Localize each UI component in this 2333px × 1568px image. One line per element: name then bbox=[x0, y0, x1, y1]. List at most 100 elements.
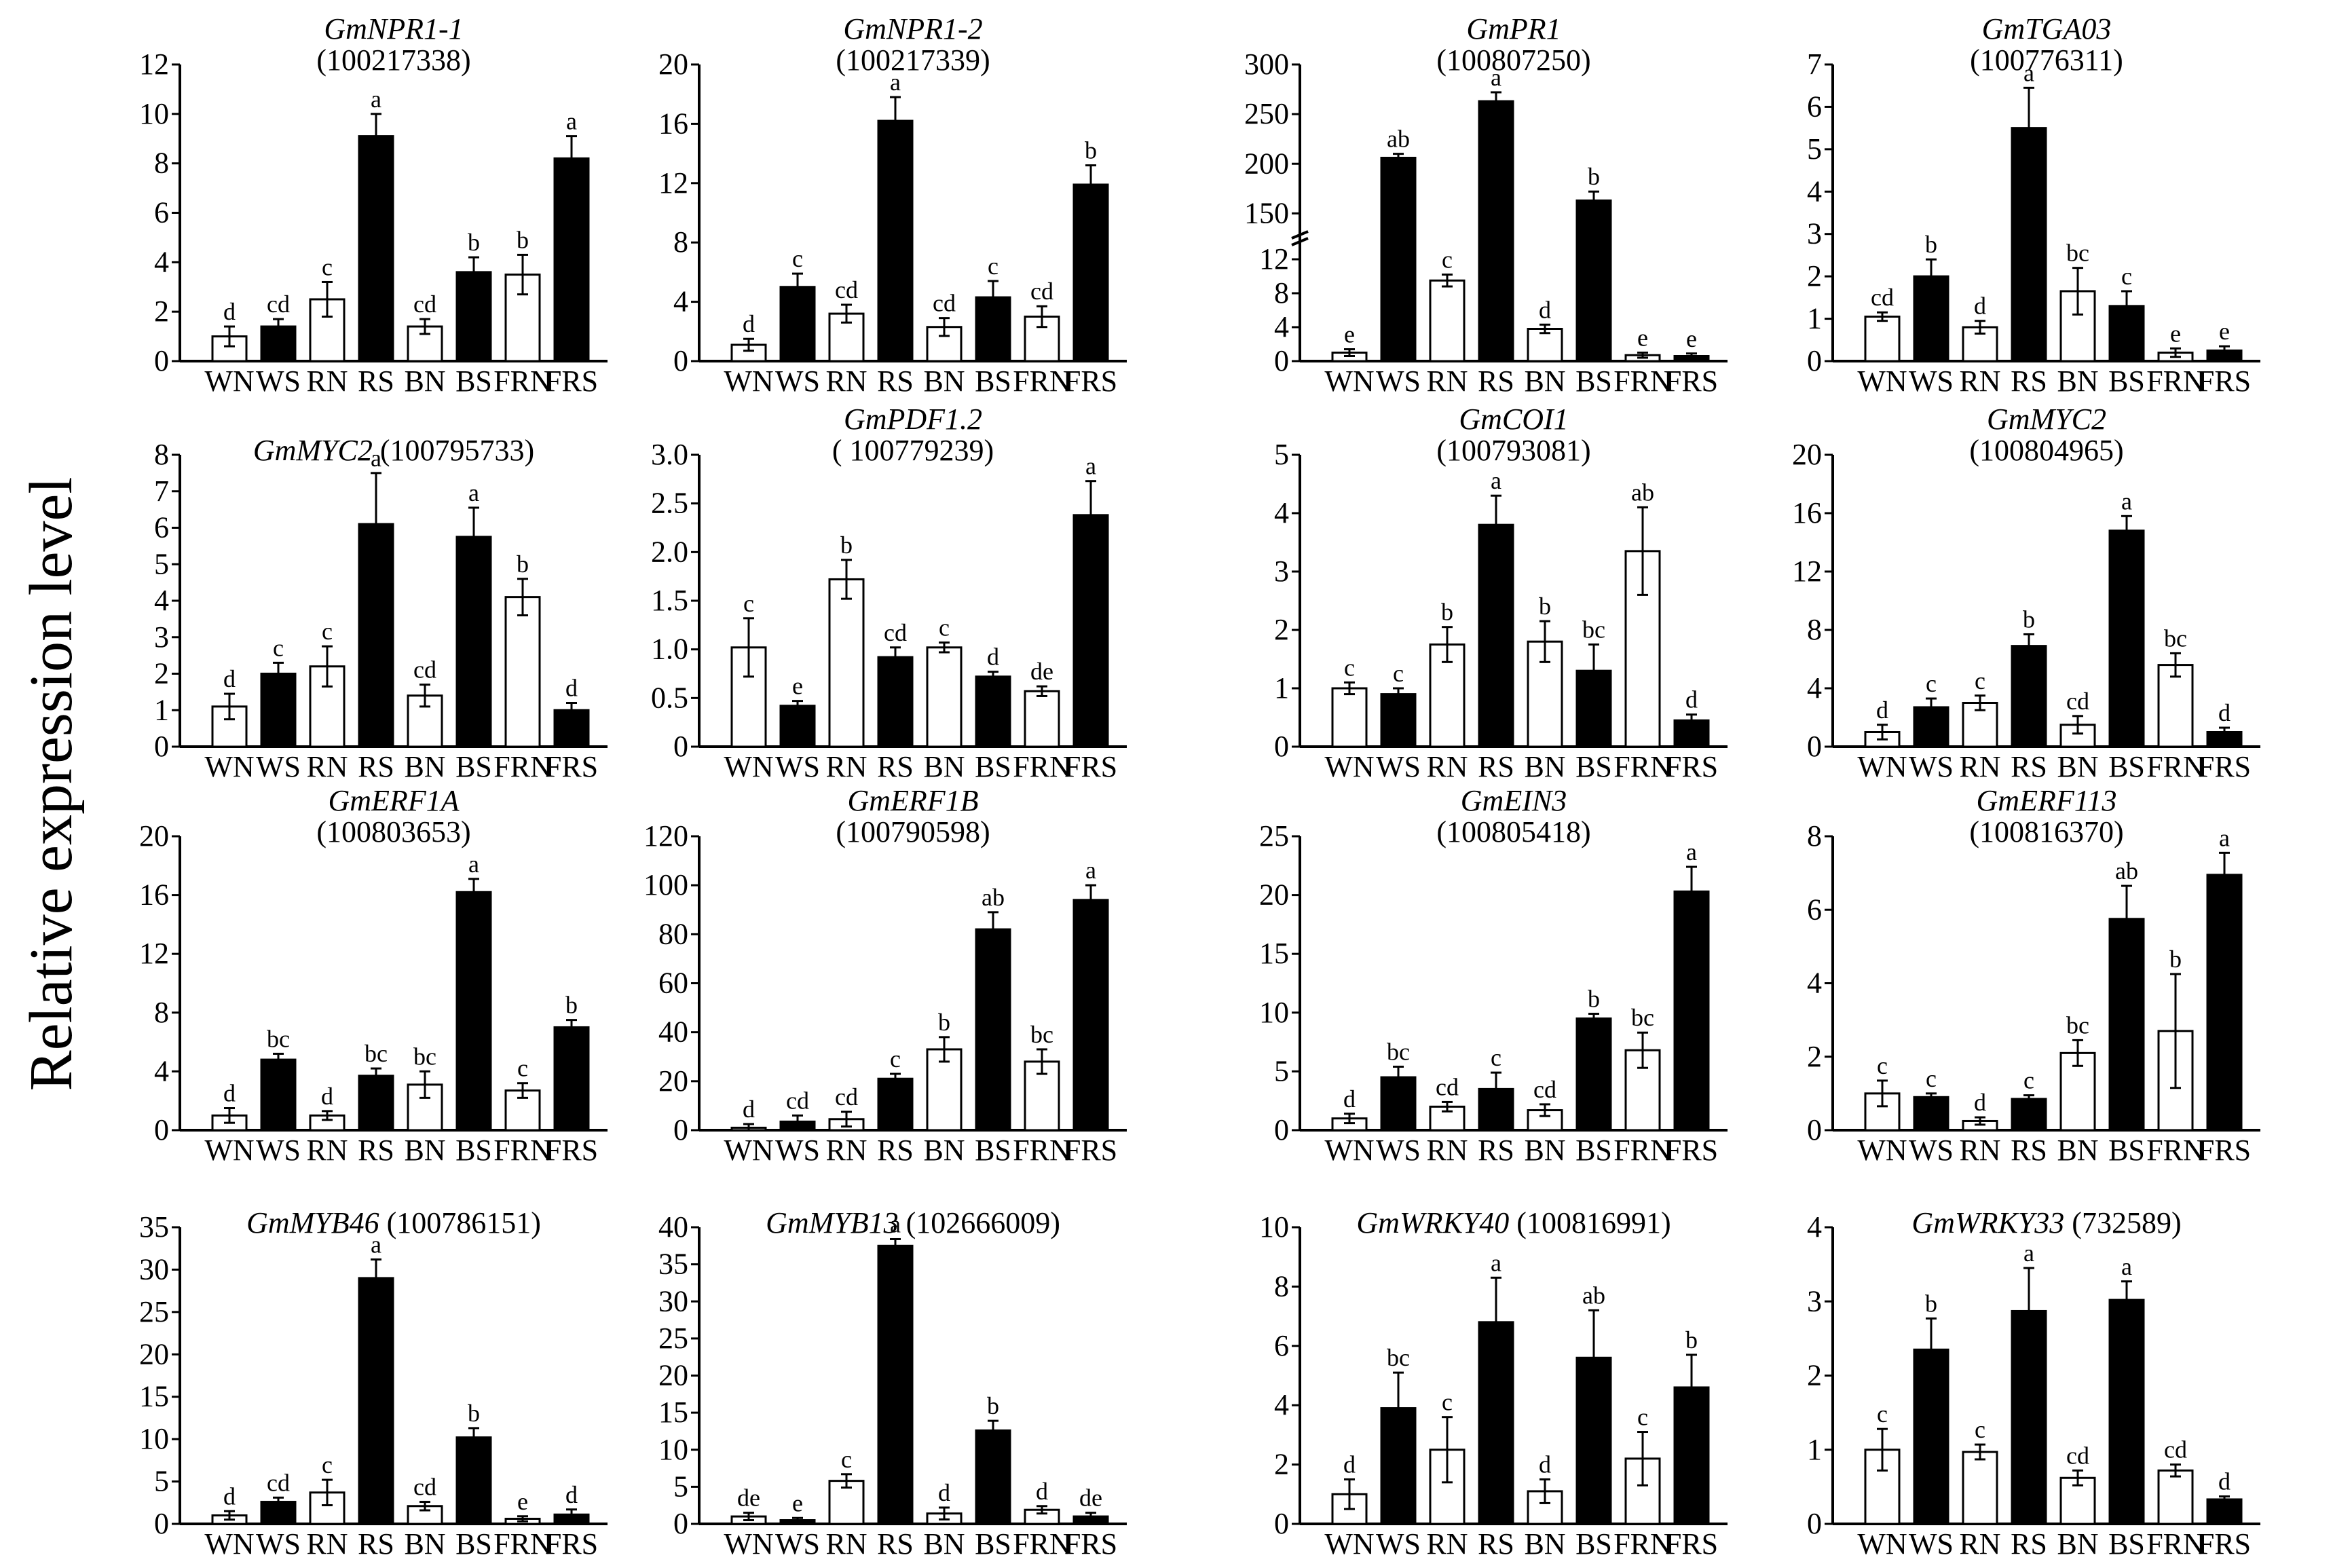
y-tick-label: 5 bbox=[154, 547, 169, 580]
x-tick-label: WS bbox=[256, 1527, 301, 1561]
significance-letter: d bbox=[1685, 686, 1698, 713]
significance-letter: a bbox=[1686, 838, 1697, 865]
gene-name: GmCOI1 bbox=[1459, 403, 1568, 436]
y-tick-label: 20 bbox=[1259, 878, 1289, 912]
x-tick-label: WS bbox=[775, 1134, 820, 1167]
x-tick-label: FRS bbox=[545, 1527, 598, 1561]
x-tick-label: WN bbox=[204, 1527, 254, 1561]
y-tick-label: 6 bbox=[154, 196, 169, 229]
significance-letter: d bbox=[565, 1481, 578, 1508]
y-tick-label: 6 bbox=[1274, 1329, 1289, 1362]
x-tick-label: FRS bbox=[1064, 750, 1117, 783]
y-tick-label: 1.5 bbox=[651, 584, 688, 617]
significance-letter: e bbox=[792, 1489, 803, 1516]
significance-letter: c bbox=[1442, 246, 1453, 274]
y-tick-label: 2 bbox=[1807, 1040, 1822, 1073]
significance-letter: a bbox=[2023, 1239, 2034, 1267]
significance-letter: cd bbox=[884, 619, 907, 646]
y-tick-label: 4 bbox=[154, 584, 169, 617]
x-tick-label: BN bbox=[923, 1134, 965, 1167]
x-tick-label: RN bbox=[1426, 1527, 1468, 1561]
y-tick-label: 8 bbox=[1274, 1269, 1289, 1303]
significance-letter: c bbox=[2023, 1067, 2034, 1094]
x-tick-label: FRS bbox=[1665, 750, 1718, 783]
y-tick-label: 1 bbox=[1807, 1433, 1822, 1466]
x-tick-label: FRS bbox=[2198, 1134, 2251, 1167]
y-tick-label: 16 bbox=[139, 878, 169, 912]
x-tick-label: BS bbox=[975, 1527, 1011, 1561]
y-tick-label: 10 bbox=[1259, 1210, 1289, 1244]
x-tick-label: FRN bbox=[1613, 1527, 1672, 1561]
bar-WS bbox=[260, 1058, 297, 1132]
significance-letter: e bbox=[2170, 320, 2181, 347]
significance-letter: cd bbox=[413, 291, 436, 318]
chart-title: GmWRKY33 (732589) bbox=[1911, 1206, 2181, 1239]
significance-letter: bc bbox=[1030, 1021, 1053, 1048]
significance-letter: a bbox=[2023, 59, 2034, 86]
significance-letter: d bbox=[1036, 1478, 1048, 1505]
significance-letter: b bbox=[2023, 605, 2035, 633]
y-tick-label: 10 bbox=[139, 97, 169, 130]
gene-id: (100795733) bbox=[373, 434, 534, 467]
x-tick-label: FRN bbox=[2146, 1134, 2205, 1167]
significance-letter: d bbox=[1974, 1089, 1986, 1116]
x-tick-label: BS bbox=[455, 750, 492, 783]
significance-letter: d bbox=[565, 675, 578, 702]
significance-letter: c bbox=[322, 253, 333, 280]
gene-name: GmWRKY33 bbox=[1911, 1206, 2064, 1239]
x-tick-label: WN bbox=[1324, 1527, 1374, 1561]
y-tick-label: 3 bbox=[1807, 217, 1822, 250]
significance-letter: c bbox=[890, 1045, 901, 1072]
x-tick-label: BS bbox=[455, 1527, 492, 1561]
y-tick-label: 0 bbox=[154, 730, 169, 763]
x-tick-label: WS bbox=[775, 1527, 820, 1561]
bar-RS bbox=[358, 1277, 394, 1525]
significance-letter: c bbox=[1926, 1065, 1937, 1092]
y-tick-label: 3 bbox=[1274, 555, 1289, 588]
significance-letter: d bbox=[743, 310, 755, 337]
x-tick-label: BN bbox=[2057, 1527, 2098, 1561]
x-tick-label: WN bbox=[724, 1134, 773, 1167]
bar-BS bbox=[975, 928, 1011, 1132]
y-tick-label: 4 bbox=[154, 1054, 169, 1087]
x-tick-label: WS bbox=[1909, 365, 1954, 398]
x-tick-label: BS bbox=[975, 750, 1011, 783]
x-tick-label: BN bbox=[404, 1527, 445, 1561]
x-tick-label: BN bbox=[2057, 365, 2098, 398]
significance-letter: c bbox=[322, 1451, 333, 1478]
bar-WS bbox=[1380, 693, 1417, 748]
y-tick-label: 2 bbox=[154, 295, 169, 328]
bar-FRS bbox=[553, 1026, 590, 1132]
x-tick-label: WS bbox=[256, 750, 301, 783]
x-tick-label: WS bbox=[256, 365, 301, 398]
x-tick-label: FRS bbox=[545, 1134, 598, 1167]
significance-letter: cd bbox=[2164, 1436, 2187, 1463]
gene-id: (100217339) bbox=[836, 43, 990, 77]
significance-letter: ab bbox=[2115, 857, 2138, 884]
significance-letter: b bbox=[517, 550, 529, 578]
bar-WN bbox=[730, 646, 767, 748]
y-tick-label: 12 bbox=[139, 48, 169, 81]
y-tick-label: 60 bbox=[658, 967, 688, 1000]
bar-BS bbox=[2108, 1299, 2145, 1525]
x-tick-label: WS bbox=[256, 1134, 301, 1167]
gene-id: (100804965) bbox=[1969, 434, 2123, 467]
chart-panel-16: 0 1 2 3 4 GmWRKY33 (732589) c WN b WS c RN a RS cd BN a B… bbox=[1807, 1206, 2260, 1561]
x-tick-label: FRN bbox=[1613, 750, 1672, 783]
significance-letter: b bbox=[938, 1009, 950, 1036]
significance-letter: b bbox=[1588, 986, 1600, 1013]
x-tick-label: BN bbox=[1524, 1134, 1565, 1167]
panels: 024681012GmNPR1-1(100217338)dWNcdWScRNaR… bbox=[139, 12, 2260, 1561]
significance-letter: ab bbox=[1582, 1282, 1605, 1309]
y-tick-label: 10 bbox=[139, 1422, 169, 1455]
gene-id: (732589) bbox=[2064, 1206, 2181, 1239]
y-tick-label: 2.0 bbox=[651, 535, 688, 568]
bar-FRN bbox=[1024, 315, 1060, 362]
bar-RS bbox=[877, 656, 914, 748]
y-tick-label: 20 bbox=[658, 1064, 688, 1098]
significance-letter: a bbox=[890, 1210, 901, 1237]
significance-letter: d bbox=[223, 298, 236, 325]
bar-BS bbox=[455, 1436, 492, 1525]
bar-RN bbox=[1962, 1451, 1998, 1525]
y-tick-label: 0 bbox=[1807, 1113, 1822, 1146]
